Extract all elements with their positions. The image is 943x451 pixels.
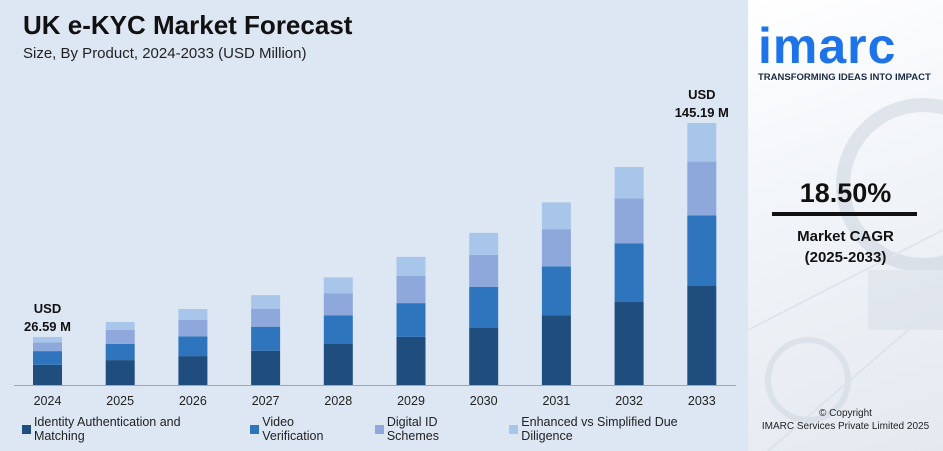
bar-segment-2033-series-3 — [687, 161, 717, 216]
legend-item-3: Digital ID Schemes — [374, 415, 492, 443]
bar-segment-2029-series-1 — [396, 336, 426, 385]
bar-segment-2025-series-3 — [105, 330, 135, 344]
bar-segment-2028-series-2 — [323, 315, 353, 344]
bar-segment-2026-series-3 — [178, 320, 208, 337]
bar-segment-2030-series-3 — [469, 254, 499, 287]
bar-segment-2024-series-4 — [33, 337, 62, 343]
bar-segment-2032-series-3 — [614, 198, 644, 244]
legend-label: Identity Authentication and Matching — [33, 415, 181, 443]
legend-swatch — [22, 424, 31, 434]
x-tick-label-2030: 2030 — [470, 394, 498, 408]
sidebar-panel: imarc TRANSFORMING IDEAS INTO IMPACT 18.… — [748, 0, 943, 451]
bar-segment-2026-series-2 — [178, 336, 208, 357]
chart-panel: UK e-KYC Market Forecast Size, By Produc… — [14, 10, 748, 443]
bar-segment-2024-series-1 — [33, 364, 62, 385]
cagr-divider — [772, 212, 917, 216]
legend-swatch — [509, 424, 519, 434]
bar-segment-2033-series-2 — [687, 215, 717, 286]
total-label-last-line1: USD — [688, 87, 715, 102]
bar-segment-2032-series-2 — [614, 243, 644, 302]
bar-segment-2030-series-4 — [469, 232, 499, 255]
x-tick-label-2026: 2026 — [179, 394, 207, 408]
legend-item-2: Video Verification — [250, 415, 358, 443]
bar-segment-2027-series-1 — [251, 350, 281, 385]
legend-label: Video Verification — [262, 415, 324, 443]
bar-segment-2032-series-1 — [614, 301, 644, 385]
total-label-first-line2: 26.59 M — [24, 319, 71, 334]
cagr-value: 18.50% — [799, 178, 892, 208]
bar-segment-2024-series-3 — [33, 342, 62, 352]
bar-segment-2031-series-3 — [541, 229, 571, 267]
copyright-line2: IMARC Services Private Limited 2025 — [761, 421, 930, 432]
bar-segment-2028-series-3 — [323, 293, 353, 316]
x-tick-label-2027: 2027 — [252, 394, 280, 408]
bar-segment-2033-series-1 — [687, 285, 717, 385]
bar-segment-2025-series-1 — [105, 360, 135, 385]
background-decoration — [748, 98, 943, 451]
brand-logo: imarc — [758, 18, 897, 74]
cagr-period: (2025-2033) — [804, 249, 887, 266]
x-tick-label-2032: 2032 — [615, 394, 643, 408]
bar-segment-2031-series-1 — [541, 315, 571, 385]
bar-segment-2026-series-4 — [178, 309, 208, 320]
bar-segment-2030-series-2 — [469, 287, 499, 328]
bar-segment-2026-series-1 — [178, 356, 208, 385]
legend-item-1: Identity Authentication and Matching — [22, 415, 233, 443]
x-tick-label-2029: 2029 — [397, 394, 425, 408]
bar-segment-2029-series-3 — [396, 276, 426, 304]
bar-segment-2028-series-4 — [323, 277, 353, 294]
x-tick-label-2031: 2031 — [542, 394, 570, 408]
x-tick-label-2025: 2025 — [106, 394, 134, 408]
cagr-label: Market CAGR — [797, 228, 894, 245]
bar-segment-2028-series-1 — [323, 344, 353, 385]
bar-segment-2030-series-1 — [469, 327, 499, 385]
bar-segment-2033-series-4 — [687, 123, 717, 162]
bar-segment-2031-series-4 — [541, 202, 571, 230]
legend-swatch — [374, 424, 384, 434]
legend-label: Digital ID Schemes — [386, 415, 439, 443]
copyright-block: © Copyright IMARC Services Private Limit… — [748, 407, 943, 433]
bar-segment-2025-series-4 — [105, 322, 135, 330]
chart-subtitle: Size, By Product, 2024-2033 (USD Million… — [23, 45, 307, 62]
bar-segment-2027-series-3 — [251, 308, 281, 327]
bar-segment-2027-series-4 — [251, 295, 281, 309]
x-tick-label-2024: 2024 — [34, 394, 62, 408]
total-label-last-line2: 145.19 M — [675, 105, 729, 120]
chart-legend: Identity Authentication and Matching Vide… — [22, 415, 748, 443]
x-tick-label-2033: 2033 — [688, 394, 716, 408]
bar-segment-2024-series-2 — [33, 351, 62, 365]
legend-item-4: Enhanced vs Simplified Due Diligence — [509, 415, 731, 443]
chart-title: UK e-KYC Market Forecast — [23, 10, 353, 40]
bar-segment-2029-series-4 — [396, 256, 426, 276]
bar-segment-2032-series-4 — [614, 167, 644, 199]
legend-label: Enhanced vs Simplified Due Diligence — [521, 415, 678, 443]
bar-segment-2029-series-2 — [396, 303, 426, 337]
x-tick-label-2028: 2028 — [324, 394, 352, 408]
brand-tagline: TRANSFORMING IDEAS INTO IMPACT — [758, 72, 931, 83]
copyright-line1: © Copyright — [819, 408, 872, 419]
stacked-bar-chart: 2024 2025 2026 2027 2028 2029 2030 2031 2032 2033… — [14, 87, 736, 408]
bar-segment-2031-series-2 — [541, 266, 571, 316]
cagr-label-block: Market CAGR (2025-2033) — [748, 226, 943, 268]
bar-segment-2027-series-2 — [251, 326, 281, 351]
bar-segment-2025-series-2 — [105, 343, 135, 361]
total-label-first-line1: USD — [34, 301, 61, 316]
legend-swatch — [250, 424, 260, 434]
